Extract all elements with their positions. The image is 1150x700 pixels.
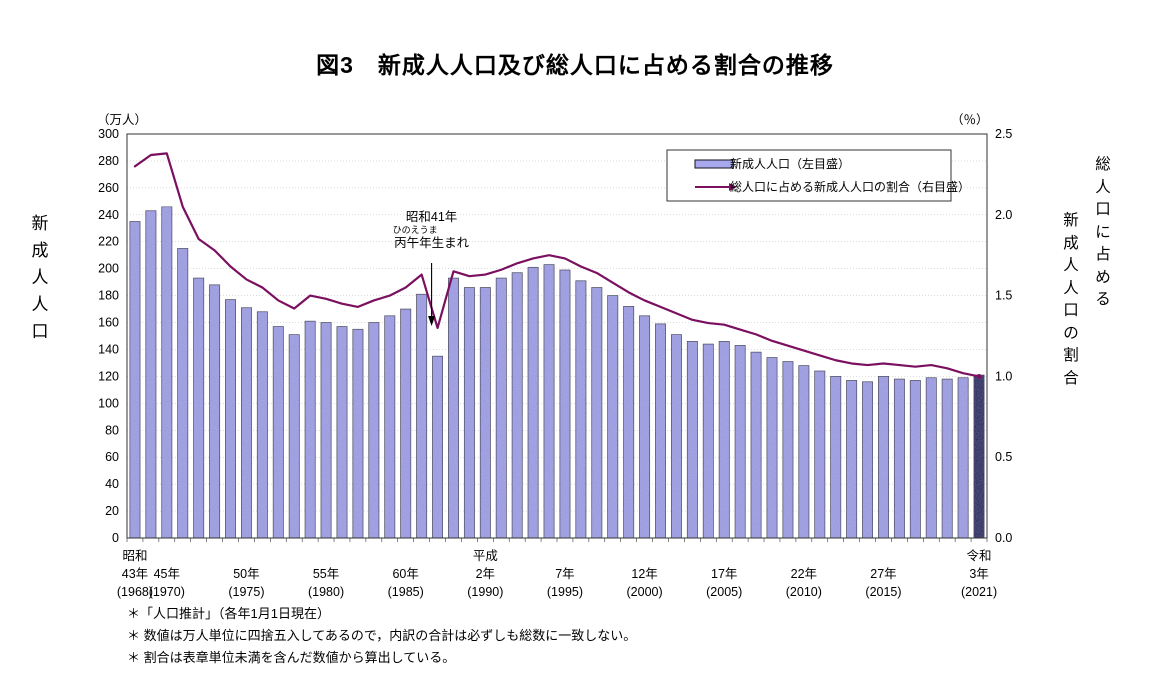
- svg-text:7年: 7年: [555, 567, 574, 581]
- svg-text:(1995): (1995): [547, 585, 583, 599]
- svg-text:45年: 45年: [154, 567, 180, 581]
- svg-text:(2005): (2005): [706, 585, 742, 599]
- svg-text:丙午年生まれ: 丙午年生まれ: [394, 236, 470, 250]
- svg-text:0: 0: [112, 531, 119, 545]
- svg-text:1.0: 1.0: [995, 369, 1012, 383]
- svg-text:200: 200: [98, 262, 119, 276]
- svg-text:180: 180: [98, 289, 119, 303]
- svg-text:220: 220: [98, 235, 119, 249]
- svg-text:(1990): (1990): [467, 585, 503, 599]
- svg-text:50年: 50年: [233, 567, 259, 581]
- svg-text:令和: 令和: [967, 548, 992, 563]
- svg-text:22年: 22年: [791, 567, 817, 581]
- svg-text:55年: 55年: [313, 567, 339, 581]
- svg-text:140: 140: [98, 342, 119, 356]
- svg-text:(1985): (1985): [388, 585, 424, 599]
- svg-text:240: 240: [98, 208, 119, 222]
- svg-text:260: 260: [98, 181, 119, 195]
- svg-text:(1980): (1980): [308, 585, 344, 599]
- svg-text:2.0: 2.0: [995, 208, 1012, 222]
- svg-text:(1975): (1975): [228, 585, 264, 599]
- svg-text:総人口に占める新成人人口の割合（右目盛）: 総人口に占める新成人人口の割合（右目盛）: [730, 179, 970, 194]
- svg-text:43年: 43年: [122, 567, 148, 581]
- svg-text:(2015): (2015): [865, 585, 901, 599]
- svg-text:40: 40: [105, 477, 119, 491]
- svg-text:20: 20: [105, 504, 119, 518]
- svg-text:昭和: 昭和: [122, 549, 147, 563]
- svg-text:120: 120: [98, 369, 119, 383]
- svg-text:280: 280: [98, 154, 119, 168]
- svg-text:3年: 3年: [969, 567, 988, 581]
- svg-text:2.5: 2.5: [995, 127, 1012, 141]
- svg-text:(2010): (2010): [786, 585, 822, 599]
- svg-text:2年: 2年: [476, 567, 495, 581]
- svg-text:60年: 60年: [392, 567, 418, 581]
- svg-text:(2021): (2021): [961, 585, 997, 599]
- svg-text:100: 100: [98, 396, 119, 410]
- svg-text:（万人）: （万人）: [97, 113, 147, 127]
- svg-text:60: 60: [105, 450, 119, 464]
- svg-text:80: 80: [105, 423, 119, 437]
- svg-text:昭和41年: 昭和41年: [406, 210, 457, 224]
- svg-text:新成人人口（左目盛）: 新成人人口（左目盛）: [730, 156, 850, 171]
- svg-text:(2000): (2000): [627, 585, 663, 599]
- svg-text:27年: 27年: [870, 567, 896, 581]
- svg-text:0.0: 0.0: [995, 531, 1012, 545]
- svg-text:1.5: 1.5: [995, 289, 1012, 303]
- svg-text:12年: 12年: [631, 567, 657, 581]
- svg-text:ひのえうま: ひのえうま: [393, 225, 438, 235]
- svg-text:300: 300: [98, 127, 119, 141]
- svg-text:（％）: （％）: [951, 113, 989, 127]
- svg-text:(1968): (1968): [117, 585, 153, 599]
- svg-text:平成: 平成: [473, 549, 498, 563]
- svg-text:17年: 17年: [711, 567, 737, 581]
- svg-text:160: 160: [98, 316, 119, 330]
- svg-text:0.5: 0.5: [995, 450, 1012, 464]
- svg-text:(1970): (1970): [149, 585, 185, 599]
